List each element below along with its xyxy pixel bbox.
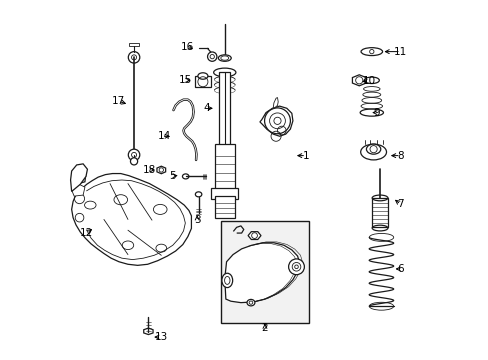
Polygon shape bbox=[74, 169, 86, 184]
Ellipse shape bbox=[222, 273, 232, 288]
Circle shape bbox=[264, 108, 290, 134]
Text: 4: 4 bbox=[203, 103, 210, 113]
Polygon shape bbox=[247, 232, 261, 239]
Ellipse shape bbox=[360, 144, 386, 160]
Text: 7: 7 bbox=[397, 199, 404, 210]
Bar bbox=[128, 42, 139, 45]
Bar bbox=[219, 72, 230, 148]
Text: 12: 12 bbox=[80, 228, 93, 238]
Polygon shape bbox=[273, 98, 278, 108]
Ellipse shape bbox=[198, 73, 207, 79]
Bar bbox=[211, 188, 238, 199]
Bar bbox=[214, 196, 234, 218]
Bar bbox=[221, 221, 308, 323]
Text: 14: 14 bbox=[158, 131, 171, 141]
Text: 5: 5 bbox=[168, 171, 175, 181]
Polygon shape bbox=[224, 243, 299, 303]
Ellipse shape bbox=[218, 55, 231, 61]
Text: 18: 18 bbox=[142, 165, 156, 175]
Text: 6: 6 bbox=[397, 264, 404, 274]
Text: 16: 16 bbox=[180, 42, 193, 51]
Bar bbox=[195, 76, 210, 87]
Ellipse shape bbox=[366, 144, 380, 154]
Polygon shape bbox=[143, 328, 153, 334]
Polygon shape bbox=[157, 166, 165, 174]
Ellipse shape bbox=[213, 68, 235, 77]
Polygon shape bbox=[260, 106, 292, 136]
Circle shape bbox=[128, 149, 140, 161]
Circle shape bbox=[288, 259, 304, 275]
Text: 17: 17 bbox=[111, 96, 124, 106]
Text: 13: 13 bbox=[154, 332, 167, 342]
Polygon shape bbox=[72, 174, 191, 265]
Bar bbox=[214, 144, 234, 191]
Ellipse shape bbox=[195, 192, 202, 197]
Circle shape bbox=[207, 52, 217, 61]
Text: 11: 11 bbox=[393, 46, 407, 57]
Polygon shape bbox=[72, 184, 85, 196]
Circle shape bbox=[128, 51, 140, 63]
Text: 2: 2 bbox=[261, 323, 268, 333]
Bar bbox=[371, 198, 387, 227]
Text: 8: 8 bbox=[397, 150, 404, 161]
Text: 15: 15 bbox=[178, 75, 192, 85]
Text: 1: 1 bbox=[302, 150, 309, 161]
Text: 3: 3 bbox=[193, 215, 200, 225]
Text: 10: 10 bbox=[362, 76, 375, 86]
Polygon shape bbox=[70, 164, 87, 192]
Text: 9: 9 bbox=[373, 108, 380, 118]
Ellipse shape bbox=[246, 300, 254, 306]
Circle shape bbox=[130, 158, 137, 165]
Ellipse shape bbox=[182, 174, 188, 179]
